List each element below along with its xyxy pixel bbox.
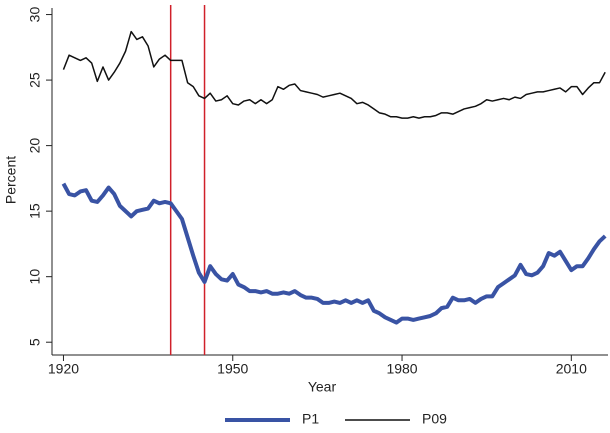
line-series xyxy=(62,30,606,119)
x-axis-label: Year xyxy=(308,379,337,395)
x-tick-label: 1980 xyxy=(386,361,417,377)
y-axis-label: Percent xyxy=(3,156,19,204)
y-tick-label: 20 xyxy=(27,138,43,154)
line-series xyxy=(61,182,607,325)
y-tick-label: 10 xyxy=(27,269,43,285)
x-tick-label: 1920 xyxy=(48,361,79,377)
y-tick-label: 5 xyxy=(27,338,43,346)
legend-label: P1 xyxy=(302,411,319,427)
y-tick-label: 25 xyxy=(27,72,43,88)
x-tick-label: 1950 xyxy=(217,361,248,377)
y-tick-label: 30 xyxy=(27,7,43,23)
x-tick-label: 2010 xyxy=(556,361,587,377)
y-tick-label: 15 xyxy=(27,203,43,219)
legend-label: P09 xyxy=(422,411,447,427)
